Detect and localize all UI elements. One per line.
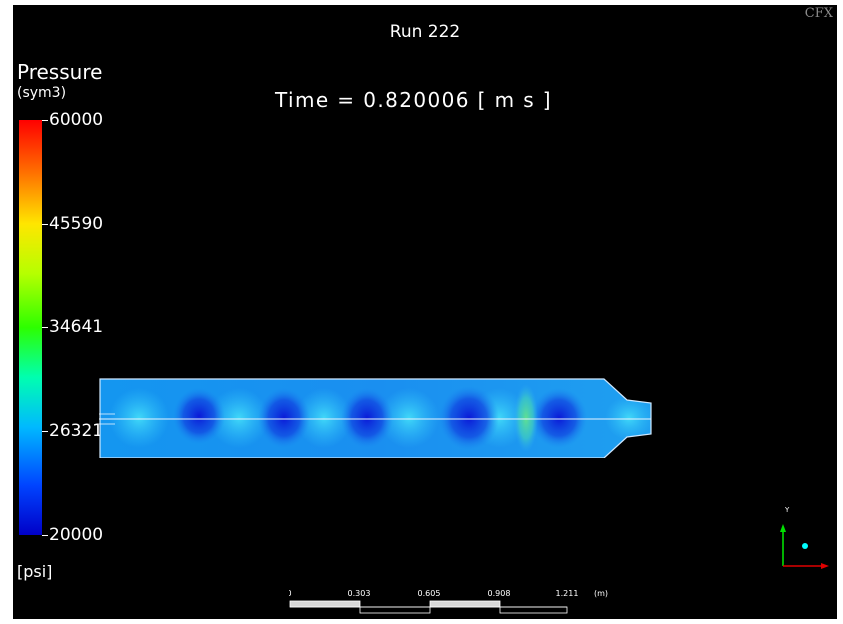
tick-label-min: 20000	[49, 525, 104, 545]
length-scale-bar: 0 0.303 0.605 0.908 1.211 (m)	[289, 589, 608, 614]
scale-unit: (m)	[594, 589, 608, 598]
cfx-viewport[interactable]: Run 222 Time = 0.820006 [ m s ] CFX Pres…	[13, 5, 837, 619]
tick-label: 34641	[49, 317, 104, 337]
cfx-logo: CFX	[804, 6, 833, 21]
color-bar	[19, 120, 42, 535]
tick-mark	[42, 535, 48, 536]
scale-label: 0.908	[488, 589, 511, 598]
tick-label: 26321	[49, 421, 104, 441]
run-title: Run 222	[389, 22, 461, 42]
unit-label: [psi]	[17, 562, 53, 581]
scale-label: 0.303	[348, 589, 371, 598]
pressure-contour-domain[interactable]	[99, 378, 659, 458]
tick-label: 45590	[49, 214, 104, 234]
scale-label: 0	[289, 589, 292, 598]
tick-label-max: 60000	[49, 110, 104, 130]
tick-mark	[42, 431, 48, 432]
axis-triad-icon[interactable]: Y	[773, 502, 837, 574]
tick-mark	[42, 224, 48, 225]
legend-subtitle: (sym3)	[17, 85, 67, 101]
scale-label: 0.605	[418, 589, 441, 598]
tick-mark	[42, 327, 48, 328]
scale-label: 1.211	[556, 589, 579, 598]
time-label: Time = 0.820006 [ m s ]	[275, 88, 552, 112]
axis-y-label: Y	[784, 506, 790, 514]
tick-mark	[42, 120, 48, 121]
legend-title: Pressure	[17, 60, 103, 84]
